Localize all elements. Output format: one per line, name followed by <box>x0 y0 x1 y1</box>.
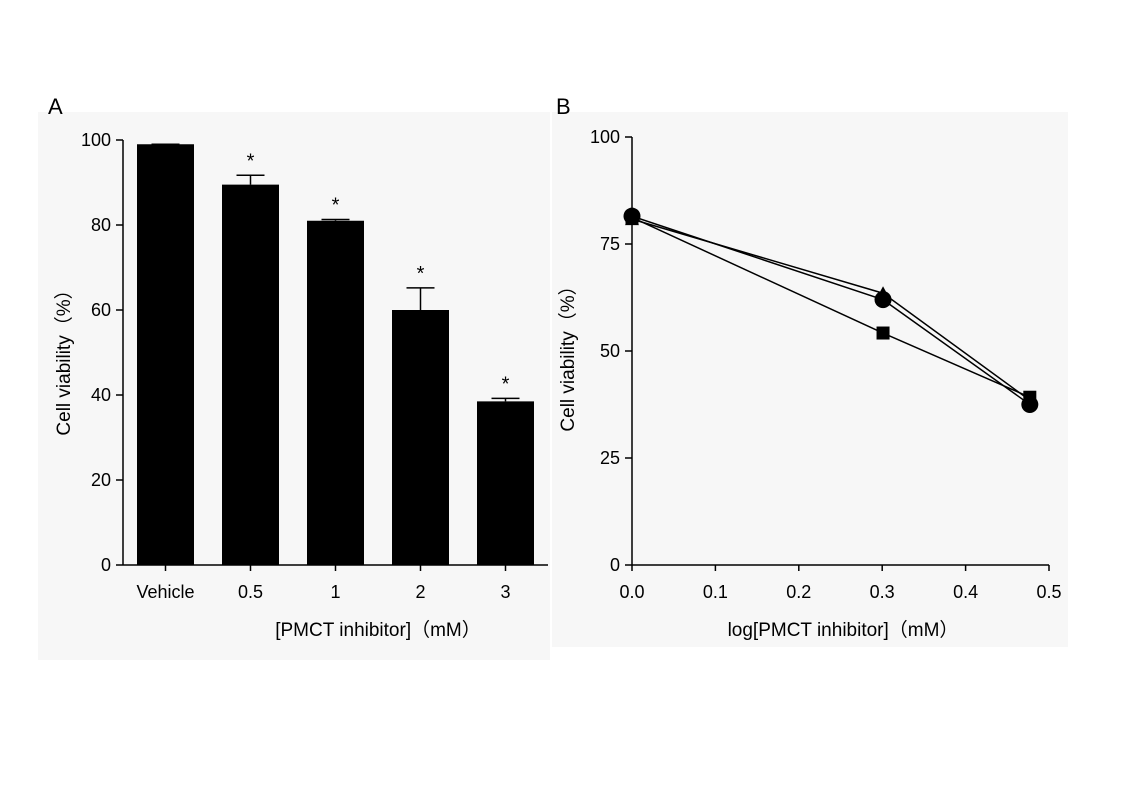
panel-b-y-tick-label: 0 <box>610 555 620 575</box>
panel-a-y-tick-label: 80 <box>91 215 111 235</box>
panel-a-y-tick-label: 100 <box>81 130 111 150</box>
panel-b-series <box>623 207 1039 413</box>
panel-b-x-axis-title: log[PMCT inhibitor]（mM） <box>728 619 959 641</box>
panel-b-y-tick-label: 100 <box>590 127 620 147</box>
panel-a-significance-star: * <box>332 194 340 216</box>
panel-b-square-marker <box>876 326 890 340</box>
panel-a-background <box>38 112 550 660</box>
panel-b-x-tick-label: 0.2 <box>786 582 811 602</box>
panel-b-x-tick-label: 0.3 <box>870 582 895 602</box>
panel-b-x-tick-label: 0.1 <box>703 582 728 602</box>
panel-b-y-ticks: 0 25 50 75 100 <box>590 127 632 575</box>
panel-a-significance-star: * <box>417 263 425 285</box>
panel-a-bar <box>307 220 364 565</box>
panel-a-bar <box>222 184 279 565</box>
panel-b-x-ticks: 0.0 0.1 0.2 0.3 0.4 0.5 <box>619 565 1062 602</box>
panel-a-significance-star: * <box>502 373 510 395</box>
panel-b-y-axis-title: Cell viability（%） <box>557 276 579 431</box>
panel-a-bar <box>392 310 449 565</box>
panel-a-y-tick-label: 0 <box>101 555 111 575</box>
panel-b-background <box>552 112 1068 647</box>
panel-b-x-tick-label: 0.4 <box>953 582 978 602</box>
panel-a-letter: A <box>48 94 63 119</box>
panel-b-circle-marker <box>874 291 892 309</box>
panel-b-circle-marker <box>1021 396 1039 413</box>
panel-a: A 0 20 40 60 80 100 * * * * Vehicle 0.5 1 2 3 Cell v… <box>38 94 550 660</box>
panel-a-bars: * * * * <box>137 143 534 565</box>
panel-b: B 0 25 50 75 100 0.0 0.1 0.2 0.3 0.4 0.5 Cell via… <box>552 94 1068 647</box>
panel-b-circle-marker <box>623 207 641 225</box>
panel-a-x-tick-label: Vehicle <box>136 582 194 602</box>
panel-a-x-tick-label: 2 <box>415 582 425 602</box>
panel-b-y-tick-label: 50 <box>600 341 620 361</box>
panel-b-y-tick-label: 25 <box>600 448 620 468</box>
panel-a-x-tick-label: 3 <box>500 582 510 602</box>
panel-b-letter: B <box>556 94 571 119</box>
panel-b-y-tick-label: 75 <box>600 234 620 254</box>
panel-a-significance-star: * <box>247 150 255 172</box>
panel-a-x-ticks: Vehicle 0.5 1 2 3 <box>136 565 511 602</box>
panel-a-y-ticks: 0 20 40 60 80 100 <box>81 130 123 575</box>
panel-a-x-axis-title: [PMCT inhibitor]（mM） <box>275 619 481 641</box>
panel-a-bar <box>477 401 534 565</box>
panel-b-x-tick-label: 0.0 <box>619 582 644 602</box>
panel-a-y-tick-label: 40 <box>91 385 111 405</box>
panel-b-x-tick-label: 0.5 <box>1036 582 1061 602</box>
panel-a-y-axis-title: Cell viability（%） <box>53 280 75 435</box>
panel-a-x-tick-label: 1 <box>330 582 340 602</box>
panel-a-x-tick-label: 0.5 <box>238 582 263 602</box>
panel-a-y-tick-label: 20 <box>91 470 111 490</box>
panel-a-bar <box>137 144 194 565</box>
panel-a-y-tick-label: 60 <box>91 300 111 320</box>
